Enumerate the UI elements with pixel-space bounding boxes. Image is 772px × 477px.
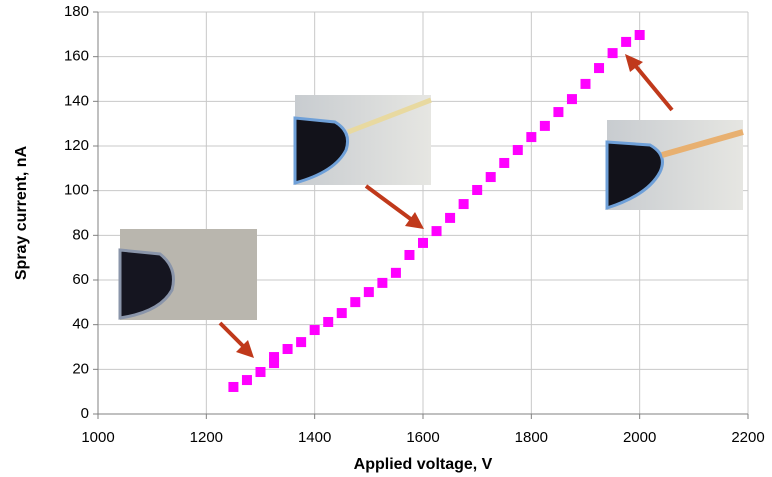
x-tick-label: 1000	[81, 429, 114, 446]
point	[539, 120, 550, 131]
point	[363, 287, 374, 298]
point	[336, 308, 347, 319]
point	[390, 267, 401, 278]
x-axis-label: Applied voltage, V	[354, 456, 493, 473]
y-tick-label: 80	[72, 226, 89, 243]
point	[309, 325, 320, 336]
point	[499, 157, 510, 168]
photo-3	[605, 120, 744, 211]
y-tick-label: 40	[72, 316, 89, 333]
point	[526, 132, 537, 143]
point	[594, 63, 605, 74]
point	[512, 145, 523, 156]
point	[377, 277, 388, 288]
y-tick-label: 20	[72, 360, 89, 377]
point	[418, 237, 428, 248]
point	[228, 381, 239, 392]
y-tick-label: 180	[64, 3, 89, 20]
y-axis-label: Spray current, nA	[13, 145, 30, 280]
point	[241, 375, 252, 386]
point	[580, 78, 591, 89]
x-tick-label: 1600	[406, 429, 439, 446]
point	[431, 226, 442, 237]
point	[445, 212, 456, 223]
point	[350, 297, 361, 308]
y-tick-label: 100	[64, 182, 89, 199]
point	[566, 94, 577, 105]
y-tick-label: 160	[64, 48, 89, 65]
y-tick-label: 60	[72, 271, 89, 288]
point	[269, 358, 280, 369]
y-tick-label: 120	[64, 137, 89, 154]
x-tick-label: 1800	[515, 429, 548, 446]
x-tick-label: 1400	[298, 429, 331, 446]
x-tick-label: 2200	[731, 429, 764, 446]
point	[269, 352, 280, 363]
point	[634, 30, 645, 41]
point	[255, 367, 266, 378]
y-tick-label: 140	[64, 92, 89, 109]
x-tick-label: 1200	[190, 429, 223, 446]
point	[472, 184, 483, 195]
point	[323, 316, 334, 327]
point	[607, 48, 618, 59]
point	[485, 172, 496, 183]
point	[296, 337, 307, 348]
arrows	[218, 54, 674, 358]
photo-1	[118, 229, 257, 320]
point	[282, 344, 293, 355]
point	[458, 199, 469, 210]
point	[621, 36, 632, 47]
x-tick-label: 2000	[623, 429, 656, 446]
point	[553, 107, 564, 118]
photo-2	[293, 95, 432, 185]
point	[404, 249, 415, 260]
y-tick-label: 0	[81, 405, 89, 422]
